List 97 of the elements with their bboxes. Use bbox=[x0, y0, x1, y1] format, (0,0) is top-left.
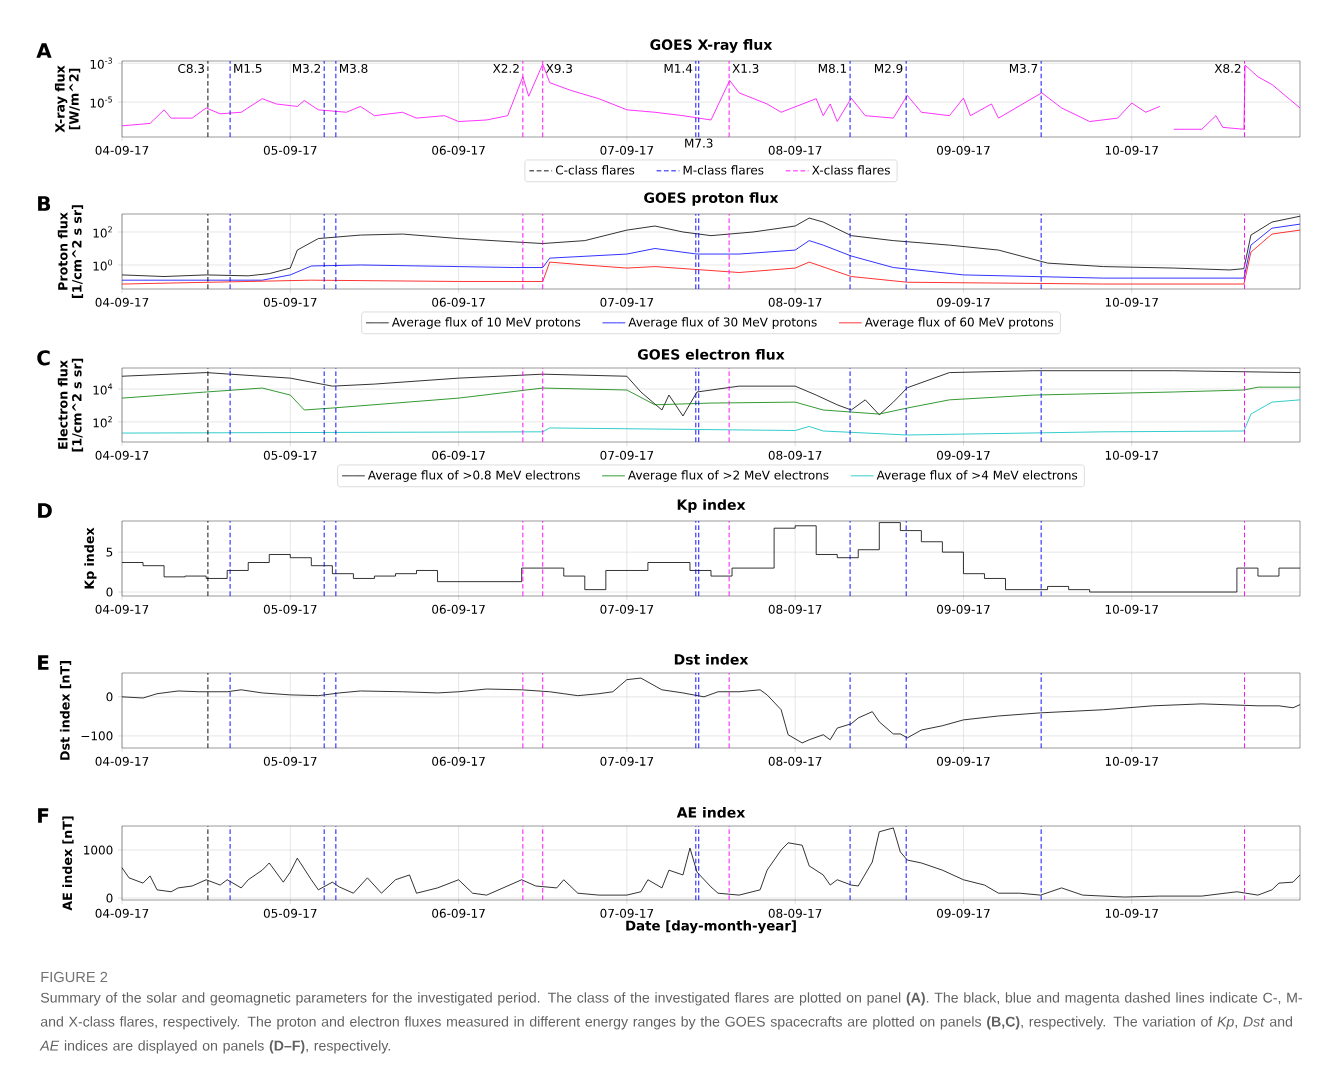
y-tick-label: 0 bbox=[106, 692, 113, 702]
y-tick-label: 10$^{-5}$ bbox=[90, 96, 112, 108]
x-tick-label: 07-09-17 bbox=[600, 450, 654, 460]
x-tick-label: 05-09-17 bbox=[263, 297, 317, 307]
text: B bbox=[38, 196, 51, 211]
x-tick-label: 08-09-17 bbox=[768, 297, 822, 307]
x-tick-label: 09-09-17 bbox=[937, 756, 990, 766]
text: C-class flares bbox=[555, 165, 635, 175]
y-tick-label: 0 bbox=[106, 587, 113, 597]
chart-title: Dst index bbox=[674, 653, 749, 665]
ref-line-label: M3.8 bbox=[339, 63, 368, 74]
x-tick-label: 06-09-17 bbox=[432, 450, 485, 460]
ref-line-label: X9.3 bbox=[546, 63, 572, 74]
x-tick-label: 06-09-17 bbox=[432, 908, 485, 918]
ref-line-label: X1.3 bbox=[732, 63, 759, 74]
legend-label: Average flux of 60 MeV protons bbox=[864, 317, 1054, 329]
x-tick-label: 06-09-17 bbox=[432, 756, 485, 766]
x-tick-label: 05-09-17 bbox=[263, 756, 317, 766]
y-axis-title: X-ray flux [W/m^2] bbox=[54, 65, 81, 133]
text: X-class flares bbox=[812, 165, 890, 175]
y-tick-label: 10$^{-3}$ bbox=[90, 57, 112, 69]
legend-label: Average flux of 30 MeV protons bbox=[628, 317, 817, 329]
ref-line-label: X8.2 bbox=[1214, 63, 1241, 74]
text: E bbox=[38, 655, 49, 670]
x-tick-label: 09-09-17 bbox=[937, 604, 990, 614]
x-tick-label: 10-09-17 bbox=[1105, 450, 1158, 460]
y-axis-title: Electron flux [1/cm^2 s sr] bbox=[57, 358, 84, 452]
x-tick-label: 07-09-17 bbox=[600, 908, 654, 918]
x-tick-label: 09-09-17 bbox=[937, 145, 990, 155]
x-tick-label: 08-09-17 bbox=[768, 756, 822, 766]
x-tick-label: 04-09-17 bbox=[95, 145, 149, 155]
x-tick-label: 05-09-17 bbox=[263, 604, 317, 614]
y-axis-title: Dst index [nT] bbox=[59, 661, 72, 760]
ref-line-label: M3.2 bbox=[292, 63, 321, 74]
y-tick-label: 0 bbox=[106, 893, 113, 903]
y-tick-label: 1000 bbox=[84, 845, 113, 855]
chart-title: GOES X-ray flux bbox=[650, 39, 773, 53]
x-tick-label: 05-09-17 bbox=[263, 450, 317, 460]
ref-line-label: M1.4 bbox=[664, 63, 693, 73]
x-tick-label: 06-09-17 bbox=[432, 297, 485, 307]
ref-line-label: C8.3 bbox=[178, 63, 204, 74]
text: F bbox=[38, 808, 49, 823]
x-tick-label: 07-09-17 bbox=[600, 756, 654, 766]
legend-label: Average flux of >4 MeV electrons bbox=[876, 470, 1078, 482]
y-tick-label: 10$^{0}$ bbox=[93, 259, 113, 271]
ref-line-label: M3.7 bbox=[1009, 63, 1038, 74]
text: D bbox=[38, 503, 52, 518]
x-tick-label: 10-09-17 bbox=[1105, 297, 1158, 307]
x-tick-label: 09-09-17 bbox=[937, 908, 990, 918]
x-tick-label: 06-09-17 bbox=[432, 145, 485, 155]
y-tick-label: 5 bbox=[106, 547, 113, 557]
text: Summary of the solar and geomagnetic parameters for the investigated period. The class of the investigated flares are plotted on panel (A). The black, blue and magenta dashed lines indicate C-, M- and X-class flares, respectively. The proton and electron fluxes measured in different energy ranges by the GOES spacecrafts are plotted on panels (B,C), respectively. The variation of Kp, Dst and AE indices are displayed on panels (D–F), respectively. bbox=[39, 992, 1302, 1054]
x-tick-label: 08-09-17 bbox=[768, 145, 822, 155]
x-tick-label: 09-09-17 bbox=[937, 450, 990, 460]
legend-label: Average flux of >2 MeV electrons bbox=[628, 470, 829, 482]
ref-line-label: M2.9 bbox=[874, 63, 903, 74]
x-tick-label: 10-09-17 bbox=[1105, 756, 1158, 766]
legend-label: Average flux of 10 MeV protons bbox=[391, 317, 581, 329]
x-tick-label: 04-09-17 bbox=[95, 756, 149, 766]
y-tick-label: 10$^{2}$ bbox=[93, 416, 112, 428]
ref-line-label: X2.2 bbox=[492, 63, 519, 73]
x-tick-label: 06-09-17 bbox=[432, 604, 485, 614]
y-tick-label: 10$^{2}$ bbox=[93, 226, 112, 238]
x-tick-label: 04-09-17 bbox=[95, 450, 149, 460]
x-tick-label: 07-09-17 bbox=[600, 604, 654, 614]
chart-title: AE index bbox=[676, 806, 746, 818]
chart-title: Kp index bbox=[677, 499, 746, 513]
x-tick-label: 10-09-17 bbox=[1105, 145, 1158, 155]
y-axis-title: Proton flux [1/cm^2 s sr] bbox=[57, 205, 84, 298]
x-axis-title: Date [day-month-year] bbox=[626, 920, 796, 934]
x-tick-label: 08-09-17 bbox=[768, 450, 822, 460]
x-tick-label: 04-09-17 bbox=[95, 908, 149, 918]
caption: FIGURE 2 bbox=[41, 971, 108, 983]
y-axis-title: Kp index bbox=[84, 527, 97, 589]
x-tick-label: 05-09-17 bbox=[263, 145, 317, 155]
y-tick-label: 10$^{4}$ bbox=[93, 383, 113, 395]
x-tick-label: 10-09-17 bbox=[1105, 908, 1158, 918]
text: A bbox=[36, 43, 52, 58]
legend-label: Average flux of >0.8 MeV electrons bbox=[367, 470, 580, 482]
x-tick-label: 04-09-17 bbox=[95, 604, 149, 614]
ref-line-label: M1.5 bbox=[234, 63, 262, 73]
x-tick-label: 07-09-17 bbox=[600, 297, 654, 307]
ref-line-label: M7.3 bbox=[685, 138, 713, 148]
x-tick-label: 10-09-17 bbox=[1105, 604, 1158, 614]
chart-title: GOES electron flux bbox=[637, 348, 785, 360]
x-tick-label: 07-09-17 bbox=[600, 145, 654, 155]
x-tick-label: 08-09-17 bbox=[768, 604, 822, 614]
x-tick-label: 04-09-17 bbox=[95, 297, 149, 307]
x-tick-label: 08-09-17 bbox=[768, 908, 822, 918]
text: M-class flares bbox=[683, 165, 764, 175]
y-tick-label: −100 bbox=[81, 731, 113, 741]
chart-title: GOES proton flux bbox=[644, 192, 779, 206]
ref-line-label: M8.1 bbox=[818, 63, 847, 74]
text: C bbox=[37, 350, 50, 366]
x-tick-label: 05-09-17 bbox=[263, 908, 317, 918]
x-tick-label: 09-09-17 bbox=[937, 297, 990, 307]
y-axis-title: AE index [nT] bbox=[62, 816, 74, 911]
